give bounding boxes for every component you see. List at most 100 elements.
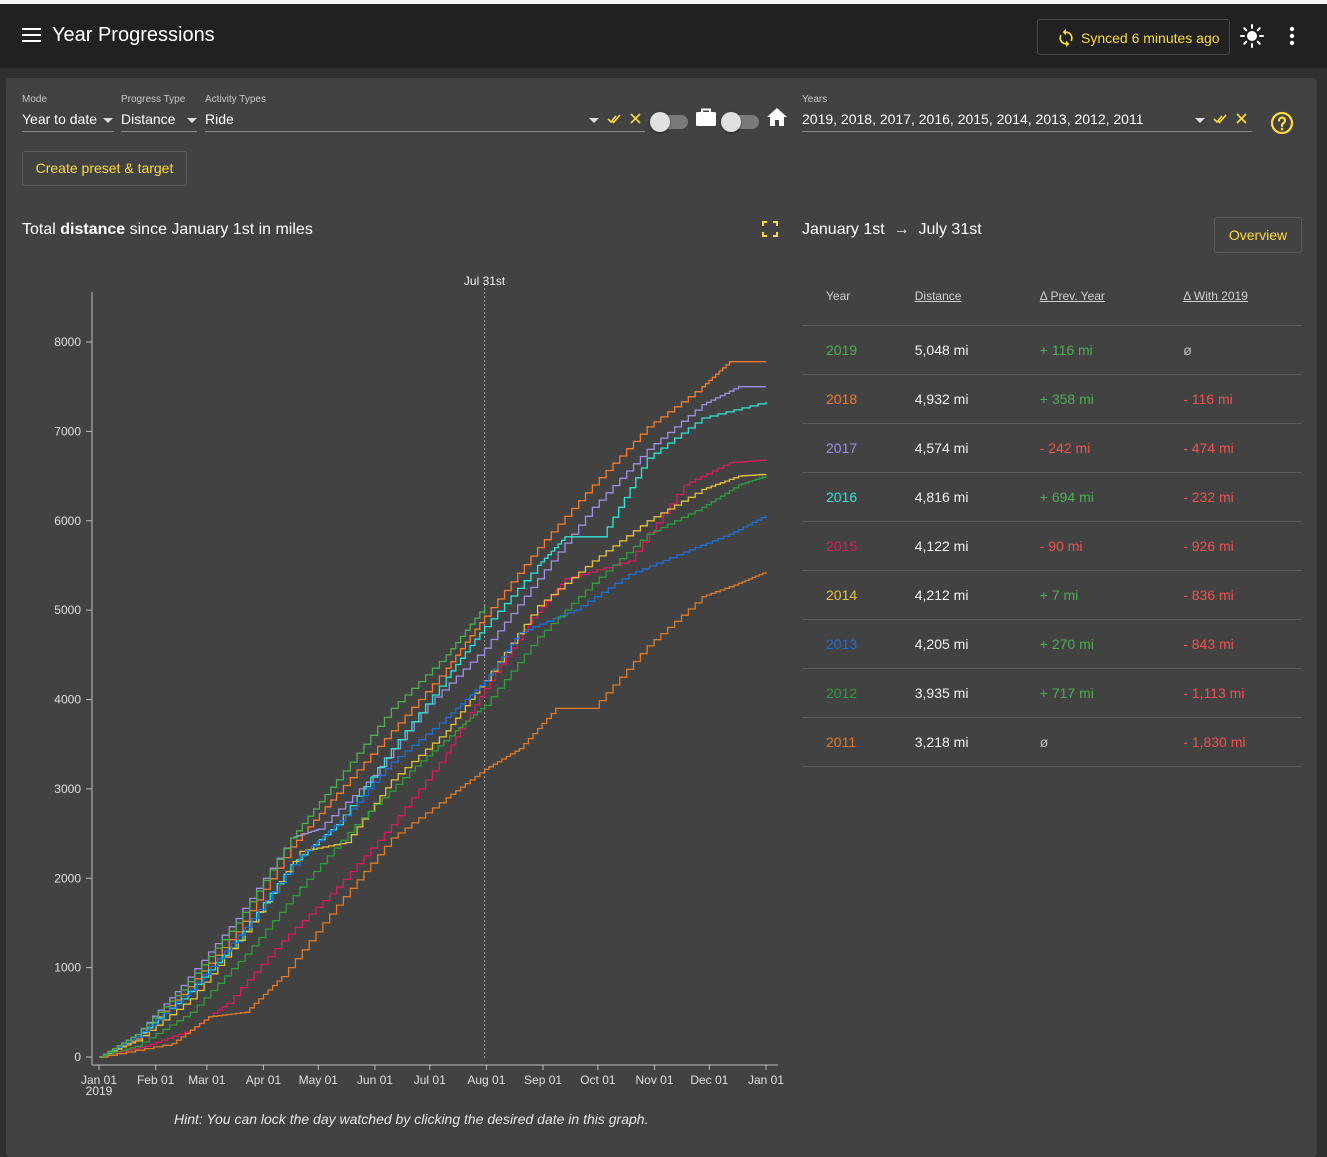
series-line-2012[interactable] xyxy=(99,476,767,1058)
arrow-right-icon: → xyxy=(889,221,915,238)
years-underline xyxy=(802,131,1252,132)
x-tick-label: Dec 01 xyxy=(690,1073,728,1087)
commute-toggle[interactable] xyxy=(650,112,688,132)
prev-year-cell: ø xyxy=(1015,717,1160,767)
progress-type-caret-icon[interactable] xyxy=(187,118,197,123)
distance-cell: 4,212 mi xyxy=(890,570,1016,620)
activity-types-select[interactable]: Ride xyxy=(205,111,234,127)
range-title: January 1st → July 31st xyxy=(802,221,982,239)
select-all-icon[interactable] xyxy=(607,113,621,125)
table-row: 2014 4,212 mi + 7 mi - 836 mi xyxy=(802,570,1302,620)
header-distance[interactable]: Distance xyxy=(890,267,1016,326)
with-2019-cell: - 926 mi xyxy=(1159,521,1302,571)
x-tick-label: Nov 01 xyxy=(636,1073,674,1087)
year-cell: 2011 xyxy=(802,717,891,767)
header-year: Year xyxy=(802,267,891,326)
y-tick-label: 3000 xyxy=(54,782,81,796)
with-2019-cell: - 1,830 mi xyxy=(1159,717,1302,767)
years-caret-icon[interactable] xyxy=(1195,118,1205,123)
y-tick-label: 6000 xyxy=(54,514,81,528)
overview-button[interactable]: Overview xyxy=(1214,217,1302,253)
menu-icon[interactable] xyxy=(22,28,41,42)
clear-icon[interactable] xyxy=(630,113,641,124)
y-tick-label: 2000 xyxy=(54,871,81,885)
with-2019-cell: - 836 mi xyxy=(1159,570,1302,620)
app-bar: Year Progressions Synced 6 minutes ago xyxy=(0,4,1327,68)
activity-types-underline xyxy=(205,131,645,132)
series-line-2011[interactable] xyxy=(99,571,767,1058)
help-icon[interactable] xyxy=(1270,111,1294,135)
activity-types-caret-icon[interactable] xyxy=(589,118,599,123)
y-tick-label: 8000 xyxy=(54,335,81,349)
series-line-2015[interactable] xyxy=(99,459,767,1058)
distance-cell: 4,574 mi xyxy=(890,423,1016,473)
y-tick-label: 4000 xyxy=(54,693,81,707)
mode-select[interactable]: Year to date xyxy=(22,111,97,127)
indoor-toggle[interactable] xyxy=(721,112,759,132)
jul-31st-marker-label: Jul 31st xyxy=(464,274,506,288)
prev-year-cell: + 7 mi xyxy=(1015,570,1160,620)
distance-cell: 4,122 mi xyxy=(890,521,1016,571)
with-2019-cell: - 1,113 mi xyxy=(1159,668,1302,718)
header-with-2019[interactable]: Δ With 2019 xyxy=(1159,267,1302,326)
table-row: 2018 4,932 mi + 358 mi - 116 mi xyxy=(802,374,1302,424)
y-tick-label: 7000 xyxy=(54,424,81,438)
series-line-2019[interactable] xyxy=(99,605,486,1058)
range-to: July 31st xyxy=(918,221,982,238)
table-row: 2019 5,048 mi + 116 mi ø xyxy=(802,325,1302,375)
header-prev-year[interactable]: Δ Prev. Year xyxy=(1015,267,1160,326)
progress-type-select[interactable]: Distance xyxy=(121,111,176,127)
chart-title-prefix: Total xyxy=(22,221,56,238)
year-cell: 2012 xyxy=(802,668,891,718)
series-line-2017[interactable] xyxy=(99,386,766,1058)
mode-caret-icon[interactable] xyxy=(103,118,113,123)
with-2019-cell: - 232 mi xyxy=(1159,472,1302,522)
main-card: Mode Year to date Progress Type Distance… xyxy=(6,78,1317,1157)
prev-year-cell: + 270 mi xyxy=(1015,619,1160,669)
distance-cell: 4,205 mi xyxy=(890,619,1016,669)
sync-button[interactable]: Synced 6 minutes ago xyxy=(1037,19,1230,55)
prev-year-cell: + 717 mi xyxy=(1015,668,1160,718)
years-label: Years xyxy=(802,94,828,105)
series-line-2018[interactable] xyxy=(99,361,766,1058)
prev-year-cell: + 116 mi xyxy=(1015,325,1160,375)
years-clear-icon[interactable] xyxy=(1236,113,1247,124)
sync-label: Synced 6 minutes ago xyxy=(1081,30,1220,46)
distance-cell: 3,218 mi xyxy=(890,717,1016,767)
range-from: January 1st xyxy=(802,221,885,238)
chart-hint: Hint: You can lock the day watched by cl… xyxy=(174,1111,649,1127)
series-line-2013[interactable] xyxy=(99,515,767,1058)
stats-table: Year Distance Δ Prev. Year Δ With 2019 2… xyxy=(802,267,1302,767)
table-row: 2016 4,816 mi + 694 mi - 232 mi xyxy=(802,472,1302,522)
series-line-2016[interactable] xyxy=(99,401,767,1058)
years-select[interactable]: 2019, 2018, 2017, 2016, 2015, 2014, 2013… xyxy=(802,111,1144,127)
table-row: 2017 4,574 mi - 242 mi - 474 mi xyxy=(802,423,1302,473)
x-tick-label: Apr 01 xyxy=(246,1073,282,1087)
with-2019-cell: - 843 mi xyxy=(1159,619,1302,669)
x-tick-label: Mar 01 xyxy=(188,1073,226,1087)
distance-cell: 5,048 mi xyxy=(890,325,1016,375)
progress-chart[interactable]: 0 1000 2000 3000 4000 5000 6000 7000 8000 Jan 01 F… xyxy=(6,273,796,1103)
sync-icon xyxy=(1059,28,1073,48)
chart-title: Total distance since January 1st in mile… xyxy=(22,221,313,239)
year-cell: 2014 xyxy=(802,570,891,620)
fullscreen-icon[interactable] xyxy=(762,221,778,237)
create-preset-button[interactable]: Create preset & target xyxy=(22,151,187,186)
y-tick-label: 5000 xyxy=(54,603,81,617)
years-select-all-icon[interactable] xyxy=(1213,113,1227,125)
year-cell: 2017 xyxy=(802,423,891,473)
app-title: Year Progressions xyxy=(52,24,215,46)
more-vert-icon[interactable] xyxy=(1281,24,1303,48)
activity-types-label: Activity Types xyxy=(205,94,266,105)
distance-cell: 4,816 mi xyxy=(890,472,1016,522)
year-cell: 2016 xyxy=(802,472,891,522)
mode-underline xyxy=(22,131,114,132)
year-cell: 2015 xyxy=(802,521,891,571)
sun-icon[interactable] xyxy=(1240,24,1264,48)
x-tick-label: Jul 01 xyxy=(414,1073,446,1087)
prev-year-cell: - 242 mi xyxy=(1015,423,1160,473)
series-line-2014[interactable] xyxy=(99,473,767,1058)
x-tick-label: May 01 xyxy=(299,1073,339,1087)
y-tick-label: 0 xyxy=(74,1050,81,1064)
y-tick-label: 1000 xyxy=(54,961,81,975)
